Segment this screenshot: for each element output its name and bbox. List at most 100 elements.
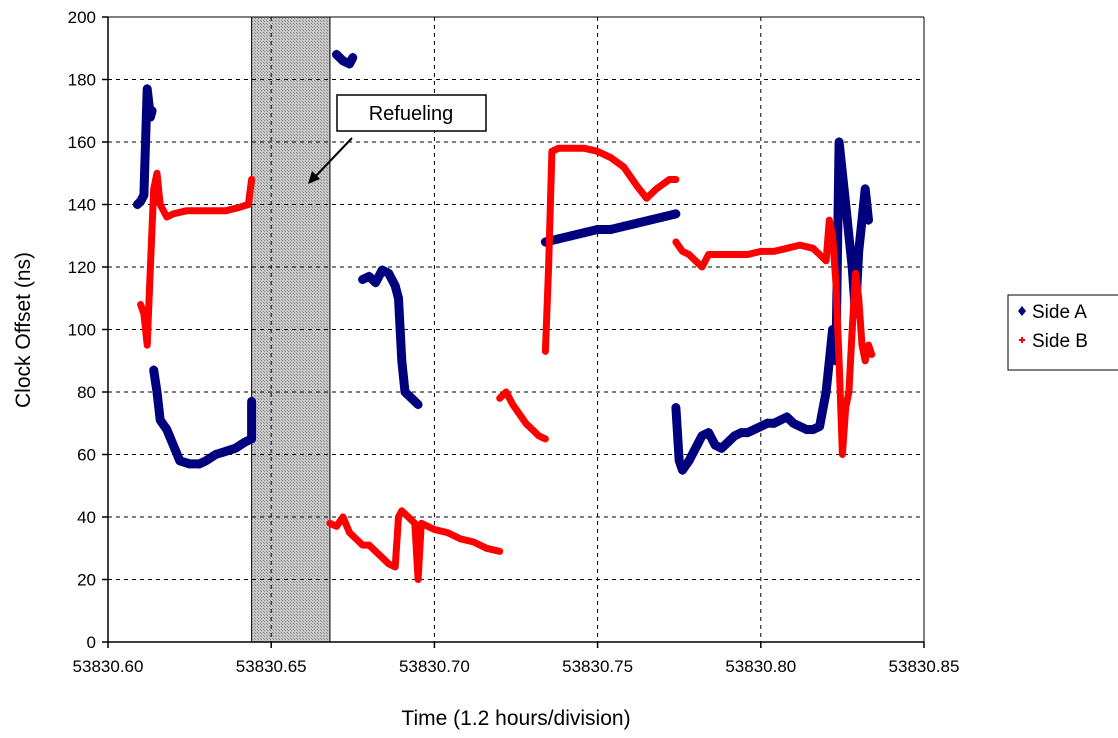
data-point-side-b — [457, 535, 464, 542]
data-point-side-a — [241, 437, 250, 447]
data-point-side-b — [839, 451, 846, 458]
x-tick-label: 53830.70 — [399, 657, 470, 676]
data-point-side-b — [366, 542, 373, 549]
data-point-side-a — [776, 415, 785, 426]
data-point-side-a — [185, 458, 194, 469]
data-point-side-b — [398, 507, 405, 514]
annotation-box — [336, 94, 487, 132]
y-tick-label: 180 — [68, 71, 96, 90]
data-point-side-a — [384, 268, 393, 279]
y-tick-label: 20 — [77, 571, 96, 590]
data-point-side-a — [414, 399, 423, 410]
data-point-side-a — [795, 421, 804, 432]
data-point-side-a — [348, 52, 357, 63]
y-tick-label: 100 — [68, 321, 96, 340]
data-point-side-b — [633, 182, 640, 189]
y-tick-label: 40 — [77, 508, 96, 527]
data-point-side-b — [359, 542, 366, 549]
data-point-side-b — [147, 264, 154, 270]
data-point-side-a — [149, 365, 158, 376]
series-side-b — [137, 144, 876, 583]
data-point-side-b — [829, 232, 836, 239]
data-point-side-b — [163, 214, 170, 220]
data-point-side-b — [744, 251, 751, 258]
data-point-side-a — [632, 218, 641, 229]
data-point-side-b — [157, 201, 164, 208]
data-point-side-a — [156, 415, 165, 426]
data-point-side-a — [756, 421, 765, 432]
data-point-side-a — [152, 387, 161, 397]
data-point-side-b — [209, 207, 216, 214]
data-point-side-b — [444, 529, 451, 536]
data-point-side-a — [231, 443, 240, 454]
data-point-side-b — [470, 539, 477, 545]
data-point-side-b — [855, 295, 862, 302]
data-point-side-b — [140, 310, 147, 317]
data-point-side-a — [554, 233, 563, 244]
data-point-side-b — [326, 520, 333, 527]
data-point-side-b — [796, 242, 803, 249]
data-point-side-b — [555, 145, 562, 152]
data-point-side-b — [666, 176, 673, 183]
data-point-side-b — [392, 564, 399, 570]
data-point-side-a — [658, 212, 667, 222]
data-point-side-b — [395, 514, 402, 520]
data-point-side-a — [724, 437, 733, 447]
data-point-side-a — [391, 280, 400, 291]
data-point-side-b — [581, 145, 588, 152]
data-point-side-b — [826, 217, 833, 224]
data-point-side-b — [415, 576, 422, 583]
legend-box — [1007, 294, 1118, 371]
data-point-side-a — [201, 455, 210, 466]
data-point-side-b — [852, 270, 859, 277]
data-point-side-b — [496, 395, 503, 402]
data-point-side-a — [136, 196, 145, 207]
data-point-side-b — [849, 326, 856, 333]
data-point-side-a — [782, 412, 791, 422]
data-point-side-b — [685, 251, 692, 258]
diamond-marker-icon — [1018, 306, 1026, 316]
data-point-side-b — [542, 435, 549, 442]
tick-labels: 0 20 40 60 80 100 120 140 160 180 200 53830.60 53830… — [68, 8, 960, 676]
data-point-side-a — [763, 418, 772, 429]
data-point-side-b — [150, 185, 157, 192]
data-point-side-b — [692, 257, 699, 264]
data-point-side-b — [418, 520, 425, 527]
data-point-side-a — [861, 183, 870, 194]
data-point-side-a — [606, 224, 615, 235]
data-point-side-b — [170, 210, 177, 217]
data-point-side-b — [548, 148, 555, 155]
data-point-side-a — [567, 230, 576, 241]
data-point-side-b — [858, 342, 865, 349]
x-tick-label: 53830.75 — [562, 657, 633, 676]
data-point-side-a — [332, 49, 341, 60]
data-point-side-a — [365, 271, 374, 282]
data-point-side-b — [235, 204, 242, 211]
data-point-side-a — [678, 465, 687, 476]
data-point-side-b — [353, 535, 360, 542]
data-point-side-a — [857, 215, 866, 226]
data-point-side-a — [675, 455, 684, 466]
data-point-side-a — [195, 458, 204, 469]
data-point-side-a — [822, 387, 831, 397]
data-point-side-a — [691, 443, 700, 454]
data-point-side-a — [835, 137, 844, 147]
refueling-annotation: Refueling — [308, 94, 487, 184]
data-point-side-b — [620, 164, 627, 170]
data-point-side-a — [175, 455, 184, 466]
data-point-side-b — [823, 257, 830, 264]
data-point-side-a — [371, 277, 380, 288]
data-point-side-a — [789, 418, 798, 429]
data-point-side-b — [379, 554, 386, 561]
data-point-side-a — [397, 355, 406, 366]
data-point-side-b — [862, 357, 869, 364]
data-point-side-a — [247, 433, 256, 444]
data-point-side-b — [757, 248, 764, 255]
data-point-side-a — [221, 446, 230, 457]
data-point-side-b — [183, 207, 190, 214]
data-point-side-b — [153, 170, 160, 177]
data-point-side-b — [842, 404, 849, 411]
data-point-side-b — [568, 145, 575, 152]
data-point-side-b — [672, 176, 679, 183]
data-point-side-b — [144, 342, 151, 349]
